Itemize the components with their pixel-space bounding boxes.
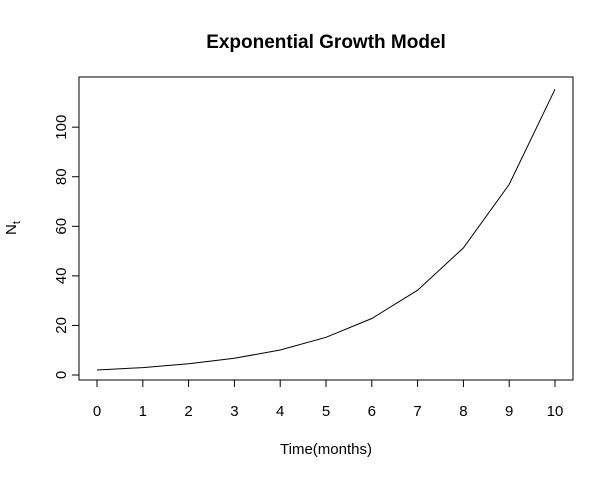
y-tick-label: 100 — [53, 115, 70, 140]
y-tick-label: 40 — [53, 268, 70, 285]
y-axis: 0 20 40 60 80 100 — [53, 115, 79, 379]
x-tick-label: 2 — [184, 403, 192, 420]
y-axis-label-main: N — [3, 224, 20, 235]
y-axis-label: Nt — [3, 221, 23, 235]
y-tick-label: 80 — [53, 168, 70, 185]
x-tick-label: 1 — [139, 403, 147, 420]
y-axis-label-subscript: t — [11, 221, 23, 224]
series-line — [96, 89, 556, 371]
x-tick-label: 9 — [505, 403, 513, 420]
x-tick-label: 5 — [322, 403, 330, 420]
y-tick-label: 0 — [53, 371, 70, 379]
x-tick-label: 6 — [368, 403, 376, 420]
x-tick-label: 0 — [93, 403, 101, 420]
x-tick-label: 7 — [413, 403, 421, 420]
chart-title: Exponential Growth Model — [206, 32, 446, 53]
x-tick-label: 10 — [547, 403, 564, 420]
x-axis-label: Time(months) — [280, 441, 372, 458]
y-tick-label: 20 — [53, 317, 70, 334]
y-tick-label: 60 — [53, 218, 70, 235]
x-axis: 0 1 2 3 4 5 6 7 8 9 10 — [93, 380, 564, 420]
x-tick-label: 8 — [459, 403, 467, 420]
plot-frame — [78, 76, 574, 381]
x-tick-label: 4 — [276, 403, 284, 420]
x-tick-label: 3 — [230, 403, 238, 420]
